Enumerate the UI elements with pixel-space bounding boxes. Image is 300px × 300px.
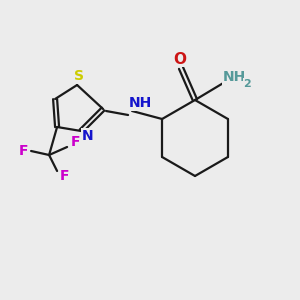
- Text: 2: 2: [243, 79, 251, 89]
- Text: F: F: [59, 169, 69, 183]
- Text: F: F: [70, 135, 80, 149]
- Text: S: S: [74, 69, 84, 83]
- Text: F: F: [18, 144, 28, 158]
- Text: NH: NH: [128, 96, 152, 110]
- Text: NH: NH: [222, 70, 246, 84]
- Text: N: N: [81, 129, 93, 143]
- Text: O: O: [173, 52, 187, 67]
